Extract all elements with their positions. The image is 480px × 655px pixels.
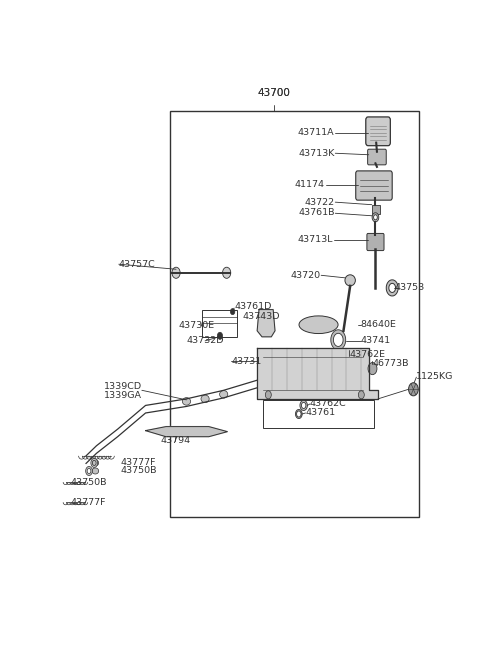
FancyBboxPatch shape	[366, 117, 390, 145]
Circle shape	[408, 383, 418, 396]
Text: 43713K: 43713K	[298, 149, 335, 158]
Ellipse shape	[345, 275, 355, 286]
Text: 1339GA: 1339GA	[104, 391, 142, 400]
Ellipse shape	[182, 398, 191, 405]
FancyBboxPatch shape	[356, 171, 392, 200]
Polygon shape	[145, 426, 228, 437]
Text: 43750B: 43750B	[71, 477, 107, 487]
Text: 43730E: 43730E	[178, 321, 215, 330]
Text: 43753: 43753	[395, 284, 425, 292]
Text: 1125KG: 1125KG	[416, 371, 454, 381]
Text: 41174: 41174	[295, 180, 325, 189]
Circle shape	[230, 309, 235, 314]
Ellipse shape	[201, 395, 209, 403]
Bar	[170, 111, 419, 517]
Text: 43711A: 43711A	[298, 128, 335, 137]
Text: 84640E: 84640E	[360, 320, 396, 329]
Text: 43761: 43761	[305, 409, 336, 417]
Text: 43777F: 43777F	[71, 498, 106, 507]
FancyBboxPatch shape	[368, 149, 386, 165]
Bar	[263, 400, 374, 428]
Text: 43777F: 43777F	[120, 458, 156, 468]
Text: 43720: 43720	[290, 271, 321, 280]
Text: 43757C: 43757C	[119, 259, 156, 269]
Ellipse shape	[299, 316, 338, 333]
Circle shape	[265, 391, 271, 399]
Text: 43750B: 43750B	[120, 466, 157, 476]
Text: 43761D: 43761D	[234, 302, 272, 311]
Circle shape	[217, 332, 223, 339]
Text: 43700: 43700	[257, 88, 290, 98]
Text: 43732D: 43732D	[186, 337, 224, 345]
Circle shape	[359, 391, 364, 399]
Polygon shape	[257, 348, 378, 399]
Text: 43722: 43722	[304, 198, 335, 207]
Text: 43713L: 43713L	[298, 236, 333, 244]
Ellipse shape	[219, 390, 228, 398]
Polygon shape	[257, 310, 275, 337]
Text: 1339CD: 1339CD	[104, 382, 142, 391]
Text: 43743D: 43743D	[242, 312, 280, 321]
Text: 43731: 43731	[231, 356, 262, 365]
Text: 43762E: 43762E	[349, 350, 385, 360]
Circle shape	[368, 363, 377, 375]
FancyBboxPatch shape	[367, 233, 384, 251]
Circle shape	[172, 267, 180, 278]
Circle shape	[223, 267, 231, 278]
Ellipse shape	[92, 468, 99, 474]
Text: 46773B: 46773B	[372, 359, 409, 368]
Text: 43794: 43794	[160, 436, 191, 445]
Ellipse shape	[92, 460, 99, 466]
Text: 43741: 43741	[360, 337, 391, 345]
Text: 43762C: 43762C	[310, 400, 347, 409]
Text: 43700: 43700	[257, 88, 290, 98]
Text: 43761B: 43761B	[298, 208, 335, 217]
Bar	[372, 204, 380, 214]
